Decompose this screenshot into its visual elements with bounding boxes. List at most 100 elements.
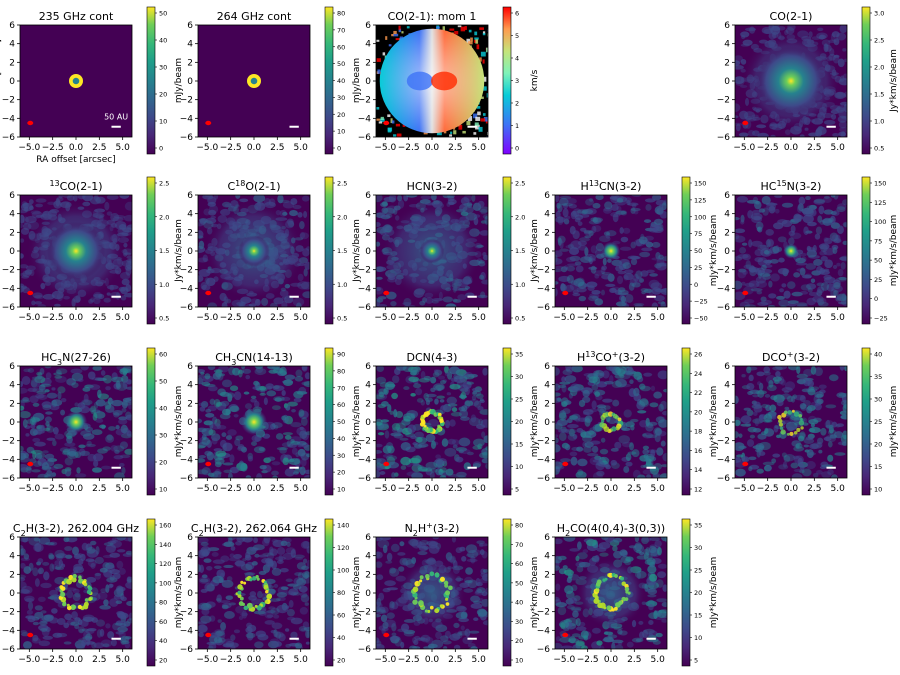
x-tick-label: −2.5 [577, 655, 599, 665]
y-tick-label: −2 [180, 608, 193, 618]
y-axis-label: dec offset [arcsec] [0, 39, 3, 123]
y-tick-label: −4 [537, 284, 551, 294]
y-tick-label: 2 [544, 570, 550, 580]
heatmap-panel: −5.0 −2.5 0.0 2.5 5.06420−2−4−6DCO+(3-2)1015… [717, 347, 899, 496]
x-tick-label: 2.5 [270, 313, 284, 323]
colorbar-tick-label: 10 [159, 118, 167, 126]
y-tick-label: 4 [365, 381, 371, 391]
y-tick-label: 2 [9, 58, 15, 68]
colorbar-tick-label: 1.5 [874, 91, 884, 99]
heatmap-panel: −5.0 −2.5 0.0 2.5 5.06420−2−4−6H13CO+(3-2)12… [537, 347, 719, 496]
y-tick-label: −2 [180, 266, 193, 276]
y-tick-label: 4 [365, 40, 371, 50]
x-tick-label: −5.0 [18, 313, 40, 323]
colorbar-tick-label: 1.0 [515, 281, 525, 289]
x-tick-label: −5.0 [196, 484, 218, 494]
y-tick-label: 4 [9, 381, 15, 391]
colorbar-tick-label: 30 [515, 373, 523, 381]
colorbar-label: mJy*km/s/beam [889, 386, 899, 458]
colorbar-tick-label: 2.5 [874, 37, 884, 45]
y-tick-label: 2 [365, 58, 371, 68]
colorbar-tick-label: 2.0 [874, 64, 884, 72]
x-tick-label: −5.0 [18, 143, 40, 153]
colorbar-tick-label: 150 [874, 180, 886, 188]
x-tick-label: 5.0 [294, 655, 309, 665]
colorbar-tick-label: 125 [694, 196, 706, 204]
beam-ellipse [27, 120, 34, 126]
colorbar-tick-label: 0.5 [337, 315, 347, 323]
colorbar-tick-label: 2.0 [515, 213, 525, 221]
colorbar-tick-label: 1.0 [159, 281, 169, 289]
x-tick-label: 2.5 [448, 655, 462, 665]
x-tick-label: −5.0 [733, 143, 755, 153]
colorbar-label: mJy*km/s/beam [889, 215, 899, 287]
colorbar-tick-label: 2.0 [159, 213, 169, 221]
y-tick-label: −6 [358, 133, 372, 143]
x-tick-label: 5.0 [472, 143, 487, 153]
x-tick-label: 0.0 [69, 313, 84, 323]
y-tick-label: 6 [9, 533, 15, 543]
y-tick-label: 2 [724, 399, 730, 409]
beam-ellipse [205, 461, 212, 467]
y-tick-label: −6 [537, 303, 551, 313]
y-tick-label: 0 [365, 77, 371, 87]
heatmap-image [198, 195, 310, 307]
heatmap-panel: −5.0 −2.5 0.0 2.5 5.0 6 4 2 0 −2 −4 −6 13CO(2-1) 0.5 1… [2, 176, 184, 325]
colorbar-tick-label: 30 [159, 432, 167, 440]
colorbar-tick-label: 100 [874, 218, 886, 226]
y-tick-label: 4 [187, 40, 193, 50]
x-tick-label: 0.0 [247, 143, 262, 153]
y-tick-label: 0 [187, 77, 193, 87]
panel-title: 13CO(2-1) [49, 179, 102, 193]
colorbar-tick-label: 10 [515, 657, 523, 665]
heatmap-panel: −5.0 −2.5 0.0 2.5 5.0 6 4 2 0 −2 −4 −6 CO(2-1): mom … [358, 6, 540, 155]
x-tick-label: 2.5 [807, 484, 821, 494]
colorbar-tick-label: 20 [515, 418, 523, 426]
colorbar-tick-label: 2.5 [515, 180, 525, 188]
colorbar-tick-label: 40 [874, 351, 882, 359]
x-tick-label: 2.5 [92, 313, 106, 323]
y-tick-label: 0 [724, 77, 730, 87]
colorbar-tick-label: 2.5 [337, 180, 347, 188]
beam-ellipse [383, 461, 390, 467]
y-tick-label: 0 [9, 589, 15, 599]
colorbar-tick-label: 35 [874, 373, 882, 381]
colorbar-tick-label: 2.0 [337, 213, 347, 221]
y-tick-label: −6 [180, 474, 194, 484]
y-tick-label: −4 [180, 455, 194, 465]
colorbar-tick-label: 70 [337, 26, 345, 34]
panel-title: H13CN(3-2) [581, 179, 642, 193]
y-tick-label: −4 [717, 455, 731, 465]
panel-title: DCN(4-3) [407, 351, 458, 364]
colorbar-tick-label: 10 [159, 486, 167, 494]
x-tick-label: −2.5 [42, 655, 64, 665]
y-tick-label: 0 [187, 247, 193, 257]
y-tick-label: 0 [724, 418, 730, 428]
x-tick-label: 2.5 [627, 313, 641, 323]
y-tick-label: 2 [9, 228, 15, 238]
y-tick-label: 2 [9, 399, 15, 409]
colorbar-tick-label: 5 [515, 486, 519, 494]
x-tick-label: −5.0 [196, 655, 218, 665]
beam-ellipse [742, 290, 749, 296]
colorbar-tick-label: 1 [515, 122, 519, 130]
colorbar-tick-label: 0 [694, 281, 698, 289]
x-tick-label: 0.0 [425, 143, 440, 153]
y-tick-label: −4 [358, 626, 372, 636]
beam-ellipse [383, 290, 390, 296]
colorbar-tick-label: 16 [694, 447, 702, 455]
y-tick-label: −2 [2, 608, 15, 618]
beam-ellipse [205, 632, 212, 638]
colorbar-tick-label: 15 [515, 441, 523, 449]
x-tick-label: −2.5 [398, 313, 420, 323]
heatmap-image [198, 537, 310, 649]
y-tick-label: 0 [544, 247, 550, 257]
colorbar-tick-label: 20 [337, 111, 345, 119]
colorbar-tick-label: 20 [694, 408, 702, 416]
panel-title: HCN(3-2) [407, 180, 458, 193]
colorbar-label: mJy*km/s/beam [709, 557, 719, 629]
colorbar [861, 6, 871, 155]
y-tick-label: 0 [544, 418, 550, 428]
colorbar-tick-label: 50 [337, 418, 345, 426]
beam-ellipse [27, 290, 34, 296]
